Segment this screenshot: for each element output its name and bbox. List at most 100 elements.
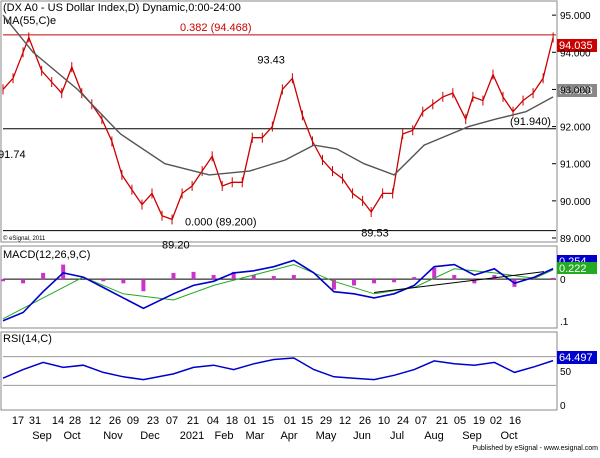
- price-panel-frame: [0, 0, 558, 243]
- x-tick-label: 19: [473, 415, 485, 427]
- rsi-y-tick-label: 0: [560, 401, 566, 412]
- x-tick-label: 26: [359, 415, 371, 427]
- price-y-tick-label: 94.000: [560, 48, 591, 59]
- level-label: (91.940): [510, 116, 551, 128]
- macd-histogram-bar: [41, 272, 46, 280]
- x-tick-label: 07: [415, 415, 427, 427]
- macd-histogram-bar: [211, 275, 216, 280]
- macd-histogram-bar: [492, 275, 497, 280]
- footer-text: Published by eSignal - www.esignal.com: [472, 445, 598, 452]
- month-label: Apr: [280, 430, 297, 442]
- copyright-label: © eSignal, 2011: [3, 235, 46, 242]
- rsi-line: [2, 357, 554, 381]
- rsi-layer: 50 0: [2, 356, 572, 412]
- macd-histogram-bar: [551, 277, 556, 280]
- macd-layer: 0.1: [1, 259, 569, 328]
- x-tick-label: 17: [12, 415, 24, 427]
- price-y-tick-label: 93.000: [560, 85, 591, 96]
- rsi-panel-frame: [0, 331, 558, 411]
- x-tick-label: 07: [166, 415, 178, 427]
- macd-histogram-bar: [191, 271, 196, 280]
- x-tick-label: 24: [397, 415, 409, 427]
- x-tick-label: 23: [147, 415, 159, 427]
- level-label: 0.382 (94.468): [180, 22, 252, 34]
- month-label: Dec: [140, 430, 160, 442]
- macd-histogram-bar: [331, 279, 336, 290]
- last-price-text: 94.035: [559, 40, 593, 52]
- month-label: Sep: [462, 430, 482, 442]
- month-label: Jun: [353, 430, 371, 442]
- x-tick-label: 28: [69, 415, 81, 427]
- x-tick-label: 04: [207, 415, 219, 427]
- signal-value-tag: 0.222: [557, 262, 597, 275]
- macd-histogram-bar: [372, 279, 377, 284]
- rsi-value-tag: 64.497: [557, 351, 597, 364]
- macd-title: MACD(12,26,9,C): [3, 249, 90, 261]
- price-layer: 89.000 90.000 91.000 92.000 93.000 94.000 95.0…: [0, 11, 591, 251]
- rsi-value-text: 64.497: [559, 352, 593, 364]
- macd-panel-frame: [0, 245, 558, 329]
- macd-histogram-bar: [141, 279, 146, 292]
- rsi-value-tag-bg: [557, 351, 597, 364]
- x-tick-label: 21: [187, 415, 199, 427]
- x-tick-label: 09: [127, 415, 139, 427]
- macd-histogram-bar: [392, 279, 397, 283]
- month-label: Jul: [390, 430, 404, 442]
- x-tick-label: 05: [454, 415, 466, 427]
- macd-histogram-bar: [271, 276, 276, 280]
- ma-label: MA(55,C)e: [3, 15, 56, 27]
- macd-histogram-bar: [452, 275, 457, 280]
- macd-histogram-bar: [1, 279, 5, 282]
- x-tick-label: 26: [109, 415, 121, 427]
- macd-histogram-bar: [251, 275, 256, 280]
- ma-value-text: 92.823: [559, 85, 593, 97]
- month-label: Feb: [215, 430, 234, 442]
- signal-line: [2, 264, 554, 320]
- price-annotation: 89.53: [361, 227, 389, 239]
- x-tick-label: 29: [320, 415, 332, 427]
- macd-histogram-bar: [412, 277, 417, 280]
- macd-histogram-bar: [291, 275, 296, 280]
- x-tick-label: 12: [89, 415, 101, 427]
- month-label: Nov: [103, 430, 123, 442]
- month-label: Sep: [32, 430, 52, 442]
- x-axis: 17 31 14 28 12 26 09 23 07 21 04 18 01 15 01 15 29 12 26 10…: [12, 415, 521, 442]
- x-tick-label: 12: [339, 415, 351, 427]
- x-tick-label: 15: [262, 415, 274, 427]
- month-label: Oct: [63, 430, 80, 442]
- rsi-y-tick-label: 50: [560, 367, 572, 378]
- last-price-tag: 94.035: [557, 39, 597, 52]
- ma-value-tag: 92.823: [557, 84, 597, 97]
- macd-y-tick-label: 0: [560, 275, 566, 286]
- price-annotation: 93.43: [257, 54, 285, 66]
- x-tick-label: 18: [226, 415, 238, 427]
- macd-histogram-bar: [351, 279, 356, 286]
- macd-line: [2, 259, 554, 322]
- macd-histogram-bar: [121, 279, 126, 284]
- signal-value-text: 0.222: [559, 263, 587, 275]
- macd-histogram-bar: [432, 267, 437, 280]
- price-y-tick-label: 92.000: [560, 123, 591, 134]
- macd-histogram-bar: [61, 264, 66, 280]
- month-label: Mar: [246, 430, 265, 442]
- x-tick-label: 01: [284, 415, 296, 427]
- price-annotation: 89.20: [162, 240, 190, 252]
- price-y-tick-label: 91.000: [560, 160, 591, 171]
- macd-histogram-bar: [101, 279, 106, 282]
- month-label: May: [316, 430, 337, 442]
- price-y-tick-label: 90.000: [560, 197, 591, 208]
- macd-y-tick-label: .1: [560, 317, 569, 328]
- x-tick-label: 01: [244, 415, 256, 427]
- macd-trendline: [373, 271, 545, 293]
- x-tick-label: 31: [29, 415, 41, 427]
- macd-histogram-bar: [472, 279, 477, 284]
- level-label: 0.000 (89.200): [185, 217, 257, 229]
- x-tick-label: 21: [436, 415, 448, 427]
- x-tick-label: 02: [490, 415, 502, 427]
- x-tick-label: 15: [301, 415, 313, 427]
- price-y-tick-label: 89.000: [560, 234, 591, 245]
- price-annotation: 91.74: [0, 149, 26, 161]
- month-label: 2021: [180, 430, 204, 442]
